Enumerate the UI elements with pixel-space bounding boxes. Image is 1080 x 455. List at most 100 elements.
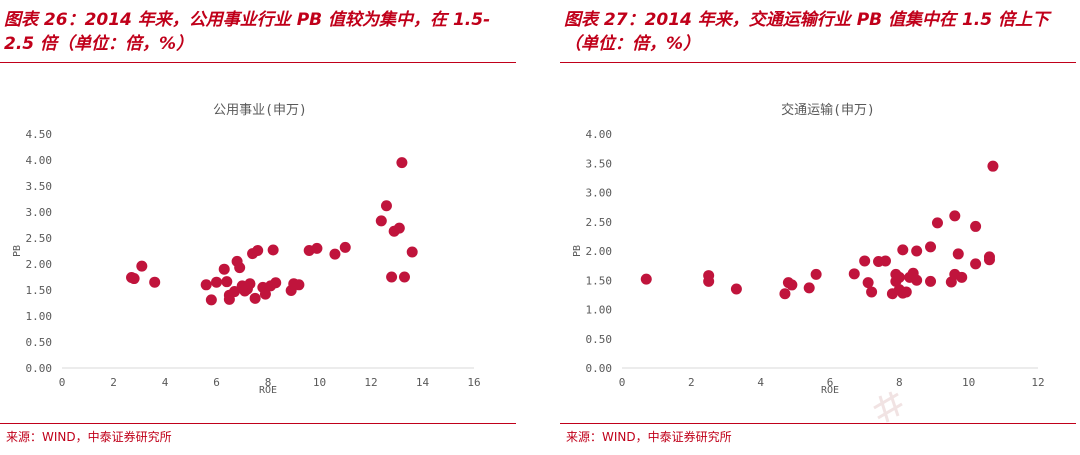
source-divider — [0, 423, 516, 424]
data-point — [329, 248, 341, 260]
y-axis-label: PB — [572, 245, 583, 257]
data-point — [393, 222, 405, 234]
data-point — [925, 241, 937, 253]
data-point — [956, 271, 968, 283]
data-point — [810, 268, 822, 280]
data-point — [252, 244, 264, 256]
y-tick-label: 2.00 — [26, 258, 53, 271]
data-point — [866, 286, 878, 298]
y-tick-label: 3.50 — [586, 157, 613, 170]
x-tick-label: 10 — [313, 376, 326, 389]
data-point — [234, 262, 246, 274]
y-axis-label: PB — [12, 245, 23, 257]
y-tick-label: 2.50 — [586, 216, 613, 229]
data-point — [848, 268, 860, 280]
data-point — [879, 255, 891, 267]
data-point — [931, 217, 943, 229]
data-point — [703, 275, 715, 287]
data-point — [218, 263, 230, 275]
y-tick-label: 0.50 — [26, 336, 53, 349]
data-point — [897, 244, 909, 256]
figure-26: 图表 26：2014 年来，公用事业行业 PB 值较为集中，在 1.5-2.5 … — [0, 0, 520, 455]
x-tick-label: 0 — [619, 376, 626, 389]
data-point — [205, 294, 217, 306]
data-point — [293, 279, 305, 291]
x-tick-label: 4 — [162, 376, 169, 389]
title-divider — [560, 62, 1076, 63]
data-point — [893, 271, 905, 283]
x-tick-label: 12 — [364, 376, 377, 389]
x-tick-label: 4 — [757, 376, 764, 389]
data-point — [987, 160, 999, 172]
y-tick-label: 4.00 — [26, 154, 53, 167]
data-point — [398, 271, 410, 283]
figure-27: 图表 27：2014 年来，交通运输行业 PB 值集中在 1.5 倍上下（单位：… — [560, 0, 1080, 455]
data-point — [970, 258, 982, 270]
x-tick-label: 2 — [688, 376, 695, 389]
data-point — [786, 279, 798, 291]
x-tick-label: 14 — [416, 376, 430, 389]
data-point — [136, 260, 148, 272]
data-point — [970, 220, 982, 232]
y-tick-label: 1.00 — [26, 310, 53, 323]
data-point — [223, 293, 235, 305]
data-point — [221, 276, 233, 288]
y-tick-label: 2.50 — [26, 232, 53, 245]
y-tick-label: 1.00 — [586, 304, 613, 317]
data-point — [911, 274, 923, 286]
x-axis-label: ROE — [259, 385, 277, 396]
y-tick-label: 2.00 — [586, 245, 613, 258]
data-point — [270, 277, 282, 289]
figure-title: 图表 27：2014 年来，交通运输行业 PB 值集中在 1.5 倍上下（单位：… — [564, 10, 1050, 54]
source-note: 来源：WIND，中泰证券研究所 — [566, 430, 732, 444]
transport-scatter-chart: 交通运输(申万) 0.00 0.50 1.00 1.50 2.00 2.50 3.00 3.50… — [572, 102, 1045, 396]
y-tick-label: 0.00 — [586, 362, 613, 375]
y-tick-label: 0.50 — [586, 333, 613, 346]
utilities-scatter-chart: 公用事业(申万) 0.00 0.50 1.00 1.50 2.00 2.50 3.00 3.50… — [12, 103, 481, 396]
y-tick-label: 3.00 — [586, 187, 613, 200]
x-tick-label: 16 — [467, 376, 480, 389]
source-note: 来源：WIND，中泰证券研究所 — [6, 430, 172, 444]
x-tick-label: 6 — [827, 376, 834, 389]
y-tick-label: 3.00 — [26, 206, 53, 219]
data-point — [983, 251, 995, 263]
x-tick-label: 8 — [896, 376, 903, 389]
data-point — [339, 241, 351, 253]
y-tick-label: 1.50 — [586, 274, 613, 287]
data-point — [128, 273, 140, 285]
y-tick-label: 4.50 — [26, 128, 53, 141]
data-point — [900, 286, 912, 298]
data-point — [396, 157, 408, 169]
x-tick-label: 0 — [59, 376, 66, 389]
x-tick-label: 8 — [265, 376, 272, 389]
data-point — [267, 244, 279, 256]
data-point — [911, 245, 923, 257]
data-point — [211, 276, 222, 288]
data-point — [640, 273, 652, 285]
data-point — [311, 242, 323, 254]
data-point — [200, 279, 212, 291]
data-point — [259, 288, 271, 300]
data-point — [375, 215, 387, 227]
y-tick-label: 0.00 — [26, 362, 53, 375]
data-point — [779, 288, 791, 300]
data-point — [925, 275, 937, 287]
y-tick-label: 3.50 — [26, 180, 53, 193]
data-point — [386, 271, 398, 283]
data-point — [949, 210, 961, 222]
data-point — [249, 292, 261, 304]
watermark-icon — [873, 391, 903, 423]
y-tick-label: 1.50 — [26, 284, 53, 297]
x-tick-label: 6 — [213, 376, 220, 389]
y-tick-label: 4.00 — [586, 128, 613, 141]
source-divider — [560, 423, 1076, 424]
x-axis-label: ROE — [821, 385, 839, 396]
data-point — [859, 255, 871, 267]
data-point — [730, 283, 742, 295]
data-point — [862, 277, 874, 289]
data-point — [149, 276, 161, 288]
chart-title: 交通运输(申万) — [781, 102, 875, 118]
title-divider — [0, 62, 516, 63]
x-tick-label: 12 — [1031, 376, 1044, 389]
data-point — [380, 200, 392, 212]
